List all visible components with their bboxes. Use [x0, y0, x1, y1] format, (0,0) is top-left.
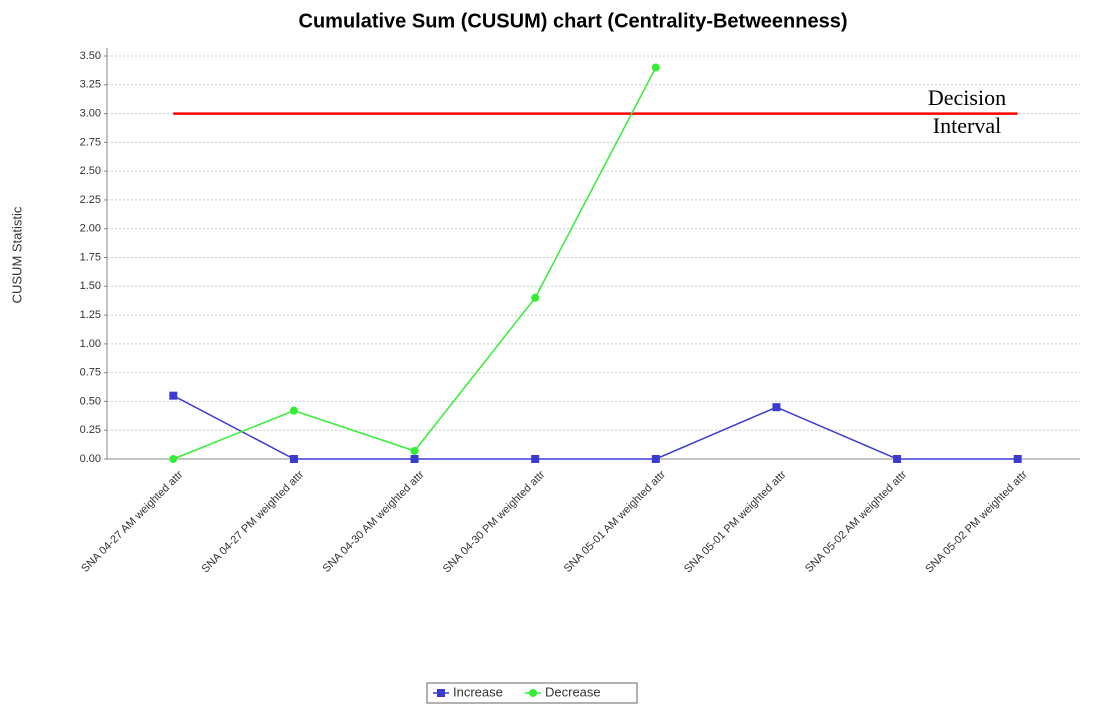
- y-tick-label: 2.75: [80, 136, 101, 148]
- y-tick-label: 2.25: [80, 194, 101, 206]
- legend-marker: [437, 689, 445, 697]
- reference-label: Decision: [928, 85, 1006, 110]
- y-tick-label: 0.50: [80, 395, 101, 407]
- chart-title: Cumulative Sum (CUSUM) chart (Centrality…: [299, 10, 848, 32]
- marker: [410, 446, 419, 455]
- series-line: [173, 67, 657, 460]
- y-tick-label: 3.00: [80, 107, 101, 119]
- marker: [169, 391, 178, 400]
- x-tick-label: SNA 04-27 AM weighted attr: [79, 468, 185, 574]
- y-tick-label: 1.25: [80, 309, 101, 321]
- y-tick-label: 1.00: [80, 338, 101, 350]
- y-tick-label: 0.75: [80, 367, 101, 379]
- legend: Increase Decrease: [426, 682, 638, 704]
- legend-label: Decrease: [545, 684, 601, 699]
- y-tick-label: 1.75: [80, 251, 101, 263]
- marker: [289, 406, 298, 415]
- y-tick-label: 3.50: [80, 50, 101, 62]
- marker: [531, 293, 540, 302]
- y-axis-label: CUSUM Statistic: [9, 206, 24, 303]
- x-tick-label: SNA 05-02 AM weighted attr: [803, 468, 909, 574]
- x-tick-label: SNA 05-02 PM weighted attr: [923, 468, 1030, 575]
- y-tick-label: 1.50: [80, 280, 101, 292]
- legend-marker: [529, 689, 537, 697]
- x-tick-label: SNA 04-30 PM weighted attr: [441, 468, 548, 575]
- series-line: [172, 395, 1018, 460]
- marker: [531, 455, 540, 463]
- marker: [410, 455, 419, 463]
- x-tick-label: SNA 04-30 AM weighted attr: [321, 468, 427, 574]
- legend-label: Increase: [453, 684, 503, 699]
- y-tick-label: 2.00: [80, 223, 101, 235]
- marker: [893, 455, 902, 463]
- y-tick-label: 3.25: [80, 79, 101, 91]
- x-tick-label: SNA 05-01 AM weighted attr: [562, 468, 668, 574]
- x-tick-label: SNA 04-27 PM weighted attr: [199, 468, 306, 575]
- marker: [289, 455, 298, 463]
- marker: [1013, 455, 1022, 463]
- marker: [772, 403, 781, 412]
- marker: [651, 63, 660, 72]
- x-tick-label: SNA 05-01 PM weighted attr: [682, 468, 789, 575]
- y-tick-label: 0.00: [80, 453, 101, 465]
- marker: [651, 455, 660, 463]
- marker: [169, 455, 178, 463]
- reference-label: Interval: [933, 113, 1001, 138]
- y-tick-label: 0.25: [80, 424, 101, 436]
- y-tick-label: 2.50: [80, 165, 101, 177]
